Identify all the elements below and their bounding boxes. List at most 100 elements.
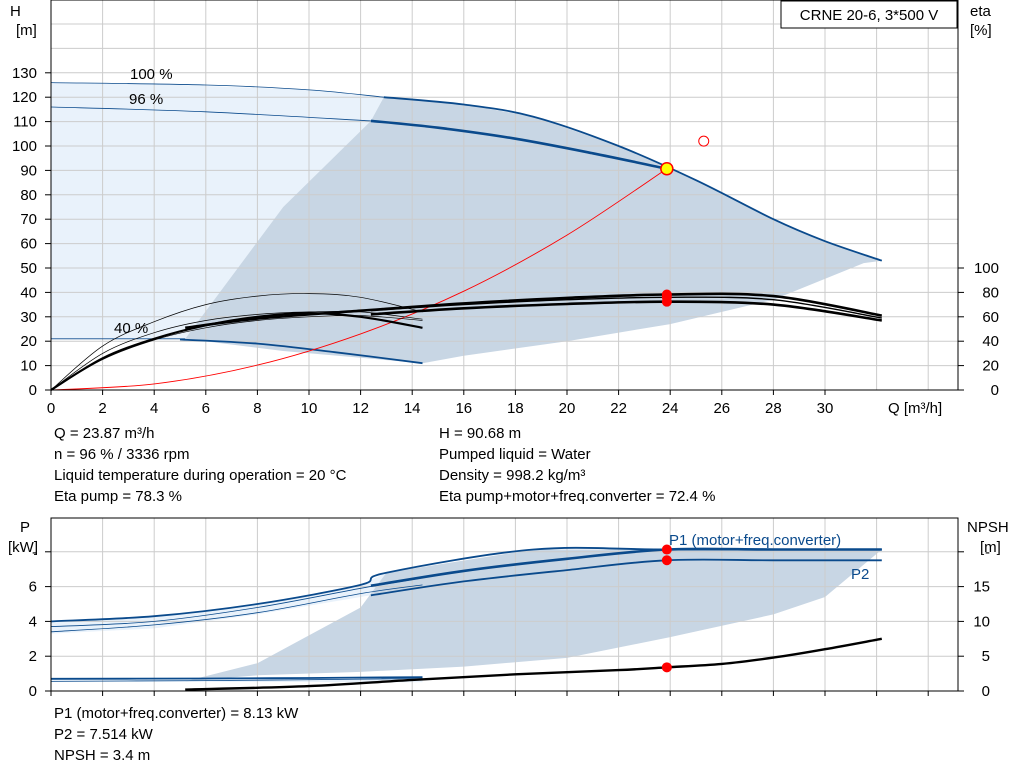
top-x-tick-label: 30 xyxy=(817,400,834,417)
top-y-tick-label: 40 xyxy=(20,284,37,301)
info-p2: P2 = 7.514 kW xyxy=(54,726,153,743)
operating-point-marker xyxy=(660,161,674,176)
bottom-y-axis-label-p: P xyxy=(20,519,30,536)
bottom-chart-grid xyxy=(50,518,958,692)
top-x-tick-label: 8 xyxy=(253,400,261,417)
top-x-tick-label: 24 xyxy=(662,400,679,417)
top-x-tick-label: 10 xyxy=(301,400,318,417)
bottom-y-tick-label-8: - xyxy=(32,544,37,561)
top-x-tick-label: 14 xyxy=(404,400,421,417)
bottom-y-right-label-npsh: NPSH xyxy=(967,519,1009,536)
top-series-h40 xyxy=(179,338,423,365)
bottom-y-right-label-unit: [m] xyxy=(980,539,1001,556)
top-x-tick-label: 4 xyxy=(150,400,158,417)
top-chart-series xyxy=(50,82,883,391)
top-series-eta_thin2 xyxy=(50,310,423,391)
top-series-eta_low xyxy=(50,311,423,391)
top-y-tick-label: 70 xyxy=(20,211,37,228)
top-y-right-tick-label: 20 xyxy=(982,358,999,375)
top-x-tick-label: 16 xyxy=(455,400,472,417)
top-y-right-tick-label: 0 xyxy=(991,382,999,399)
top-x-tick-label: 2 xyxy=(98,400,106,417)
bottom-y-tick-label: 6 xyxy=(29,579,37,596)
top-y-tick-label: 20 xyxy=(20,333,37,350)
top-y-tick-label: 120 xyxy=(12,89,37,106)
top-chart-frame xyxy=(50,0,959,391)
top-x-axis-label: Q [m³/h] xyxy=(888,400,942,417)
top-series-eta_total xyxy=(370,300,882,322)
bottom-series-p_low1 xyxy=(50,676,423,680)
top-x-tick-label: 12 xyxy=(352,400,369,417)
top-y-tick-label: 10 xyxy=(20,358,37,375)
speed-curve-label: 96 % xyxy=(129,91,163,108)
top-y-tick-label: 60 xyxy=(20,236,37,253)
top-series-eta_thin3 xyxy=(50,315,423,391)
chart-title: CRNE 20-6, 3*500 V xyxy=(800,7,938,24)
top-series-eta_thin1 xyxy=(50,293,423,391)
bottom-y-right-tick-label: 0 xyxy=(982,683,990,700)
info-top-left: Q = 23.87 m³/h n = 96 % / 3336 rpm Liqui… xyxy=(54,423,346,507)
top-x-tick-label: 0 xyxy=(47,400,55,417)
top-thin-curve-100 xyxy=(50,82,384,98)
bottom-chart-series xyxy=(50,544,883,691)
top-y-tick-label: 100 xyxy=(12,138,37,155)
info-eta-total: Eta pump+motor+freq.converter = 72.4 % xyxy=(439,488,716,505)
top-y-tick-label: 0 xyxy=(29,382,37,399)
bottom-series-p_low2 xyxy=(50,678,423,682)
top-y-right-tick-label: 60 xyxy=(982,309,999,326)
top-thin-curve-96 xyxy=(50,106,371,122)
top-y-tick-label: 90 xyxy=(20,162,37,179)
bottom-series-p2 xyxy=(370,558,882,597)
p2-series-label: P2 xyxy=(851,566,869,583)
top-y-right-tick-label: 80 xyxy=(982,284,999,301)
top-x-tick-label: 28 xyxy=(765,400,782,417)
top-y-tick-label: 80 xyxy=(20,187,37,204)
bottom-y-right-tick-label: 10 xyxy=(973,613,990,630)
top-y-right-label-unit: [%] xyxy=(970,22,992,39)
top-y-axis-label-unit: [m] xyxy=(16,22,37,39)
top-x-tick-label: 26 xyxy=(713,400,730,417)
top-light-operating-area xyxy=(51,82,384,339)
speed-curve-label: 40 % xyxy=(114,320,148,337)
eta-duty-marker-2 xyxy=(661,296,672,307)
bottom-series-p_thin1 xyxy=(50,577,423,627)
top-series-eta_mid xyxy=(370,296,882,319)
top-y-axis-label-h: H xyxy=(10,3,21,20)
bottom-duty-marker-p1 xyxy=(661,544,672,555)
info-n: n = 96 % / 3336 rpm xyxy=(54,446,190,463)
top-chart-labels: 100 % 96 % 40 % xyxy=(114,66,173,337)
bottom-y-right-tick-label-20: - xyxy=(985,544,990,561)
bottom-y-right-tick-label: 5 xyxy=(982,648,990,665)
bottom-series-p_thin2 xyxy=(50,584,423,633)
top-y-right-label-eta: eta xyxy=(970,3,992,20)
top-series-h96 xyxy=(370,119,668,170)
bottom-y-tick-label: 4 xyxy=(29,613,37,630)
top-series-system xyxy=(50,168,668,391)
top-y-right-tick-label: 40 xyxy=(982,333,999,350)
top-y-tick-label: 30 xyxy=(20,309,37,326)
speed-curve-label: 100 % xyxy=(130,66,173,83)
bottom-chart-frame xyxy=(50,517,959,692)
top-y-tick-label: 110 xyxy=(13,114,37,131)
bottom-series-p1 xyxy=(370,547,882,587)
top-x-tick-label: 22 xyxy=(610,400,627,417)
bottom-chart-axes: 0 2 4 6 - 0 5 10 15 - xyxy=(29,544,990,700)
p1-series-label: P1 (motor+freq.converter) xyxy=(669,532,841,549)
info-liquid-temp: Liquid temperature during operation = 20… xyxy=(54,467,347,484)
bottom-duty-marker-npsh xyxy=(661,662,672,673)
bottom-y-tick-label: 2 xyxy=(29,648,37,665)
bottom-y-axis-label-unit: [kW] xyxy=(8,539,38,556)
duty-point-marker xyxy=(698,135,710,147)
info-h: H = 90.68 m xyxy=(439,425,522,442)
top-x-tick-label: 18 xyxy=(507,400,524,417)
top-chart-area xyxy=(51,82,882,364)
top-y-right-tick-label: 100 xyxy=(974,260,999,277)
info-top-right: H = 90.68 m Pumped liquid = Water Densit… xyxy=(439,423,715,507)
top-series-eta_pump xyxy=(185,292,883,330)
info-npsh: NPSH = 3.4 m xyxy=(54,747,151,764)
bottom-y-tick-label: 0 xyxy=(29,683,37,700)
top-y-tick-label: 130 xyxy=(12,65,37,82)
info-pumped-liquid: Pumped liquid = Water xyxy=(439,446,591,463)
top-chart-axes: 0 2 4 6 8 10 12 14 16 18 20 22 24 26 28 300102030405060… xyxy=(12,65,999,417)
